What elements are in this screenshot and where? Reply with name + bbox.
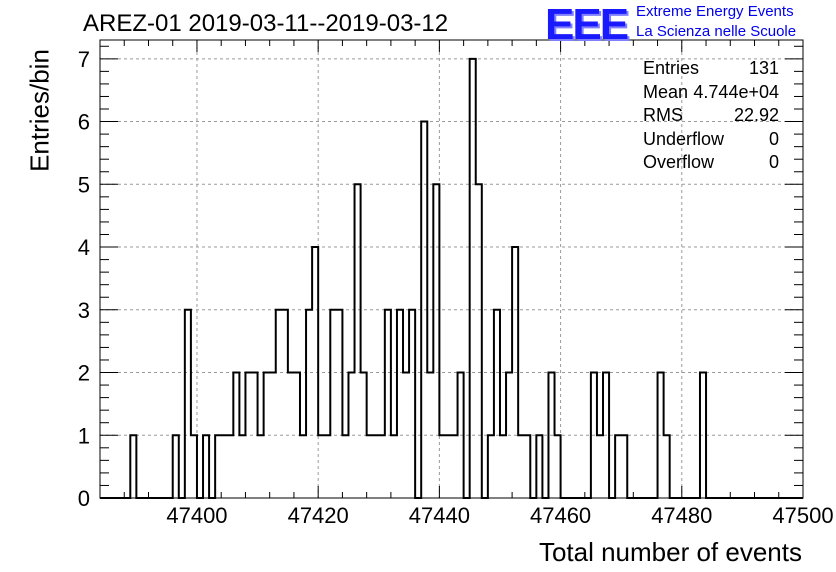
y-axis-label: Entries/bin	[24, 49, 55, 172]
stat-underflow-label: Underflow	[643, 128, 725, 149]
stat-entries-label: Entries	[643, 58, 700, 78]
stat-overflow-value: 0	[768, 152, 779, 172]
stat-mean-label: Mean	[643, 81, 689, 102]
stat-rms: RMS 22.92	[637, 105, 783, 129]
y-tick-label: 2	[78, 361, 90, 386]
x-tick-label: 47480	[651, 503, 712, 528]
chart-title: AREZ-01 2019-03-11--2019-03-12	[83, 10, 449, 37]
stat-overflow-label: Overflow	[643, 152, 715, 172]
stats-box: Entries 131 Mean 4.744e+04 RMS 22.92 Und…	[637, 58, 783, 176]
stat-overflow: Overflow 0	[637, 152, 783, 176]
stat-underflow-value: 0	[768, 128, 779, 149]
eee-logo: EEE	[545, 0, 629, 49]
y-tick-label: 7	[78, 47, 90, 72]
x-tick-label: 47440	[409, 503, 470, 528]
y-tick-label: 3	[78, 298, 90, 323]
stat-rms-value: 22.92	[733, 105, 779, 125]
y-tick-label: 0	[78, 486, 90, 511]
x-tick-label: 47500	[772, 503, 833, 528]
stat-rms-label: RMS	[643, 105, 683, 125]
stat-mean-value: 4.744e+04	[693, 81, 779, 102]
plot-frame	[99, 39, 804, 499]
x-axis-label: Total number of events	[538, 537, 802, 567]
x-tick-label: 47420	[288, 503, 349, 528]
y-tick-label: 6	[78, 110, 90, 135]
stat-entries-value: 131	[748, 58, 779, 78]
logo-caption: Extreme Energy Events La Scienza nelle S…	[636, 2, 796, 42]
y-tick-label: 5	[78, 172, 90, 197]
stat-entries: Entries 131	[637, 58, 783, 82]
x-tick-label: 47460	[530, 503, 591, 528]
stat-underflow: Underflow 0	[637, 129, 783, 153]
y-tick-label: 1	[78, 423, 90, 448]
y-tick-label: 4	[78, 235, 90, 260]
logo-line-2: La Scienza nelle Scuole	[636, 23, 797, 40]
x-tick-label: 47400	[166, 503, 227, 528]
stat-mean: Mean 4.744e+04	[637, 82, 783, 106]
logo-line-1: Extreme Energy Events	[636, 3, 794, 20]
